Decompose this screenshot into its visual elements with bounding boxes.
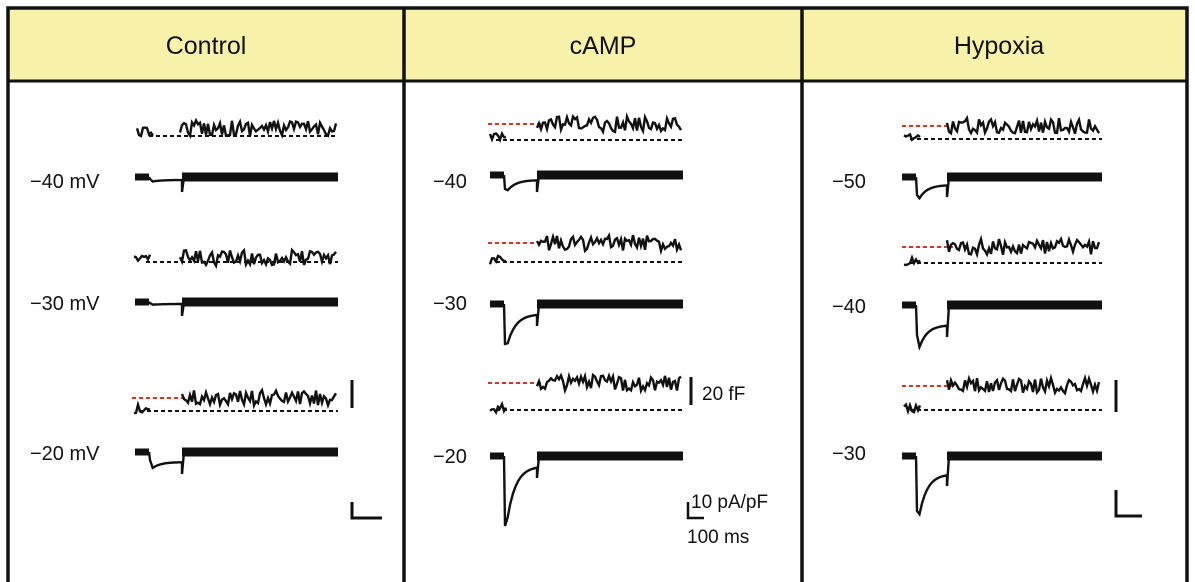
current-transient (502, 303, 541, 346)
capacitance-trace (178, 247, 337, 270)
capacitance-trace (945, 234, 1101, 259)
capacitance-trace-pre (903, 401, 922, 416)
capacitance-trace (178, 117, 338, 139)
time-current-scale-bar (686, 502, 704, 520)
voltage-label: −20 (433, 446, 467, 468)
capacitance-trace (535, 371, 682, 395)
capacitance-trace-pre (133, 254, 152, 263)
panel-title-camp: cAMP (570, 32, 637, 60)
voltage-label: −40 (433, 171, 467, 193)
header-band (8, 8, 1187, 80)
capacitance-trace-pre (489, 400, 508, 415)
capacitance-trace-pre (903, 132, 921, 142)
capacitance-trace (535, 232, 683, 256)
capacitance-trace (945, 114, 1101, 137)
current-transient (148, 301, 186, 317)
current-scale-label: 10 pA/pF (691, 492, 768, 513)
capacitance-trace (180, 387, 338, 410)
current-transient (147, 176, 186, 193)
panel-title-hypoxia: Hypoxia (954, 32, 1044, 60)
capacitance-scale-label: 20 fF (702, 384, 745, 405)
time-current-scale-bar (350, 502, 382, 520)
panel-title-control: Control (166, 32, 247, 60)
capacitance-trace-pre (135, 126, 154, 138)
voltage-label: −30 (433, 293, 467, 315)
voltage-label: −30 mV (30, 293, 100, 315)
panel-frame (6, 6, 1189, 582)
current-transient (914, 455, 951, 517)
voltage-label: −30 (832, 443, 866, 465)
voltage-label: −20 mV (30, 443, 100, 465)
voltage-label: −40 (832, 296, 866, 318)
current-transient (147, 451, 186, 475)
current-transient (914, 176, 951, 201)
capacitance-trace-pre (488, 254, 506, 265)
time-current-scale-bar (1114, 490, 1142, 518)
traces (132, 112, 1142, 527)
time-scale-label: 100 ms (687, 527, 749, 548)
capacitance-trace-pre (133, 400, 151, 415)
current-transient (914, 304, 951, 351)
capacitance-trace (535, 112, 683, 136)
voltage-label: −50 (832, 171, 866, 193)
capacitance-trace-pre (903, 254, 921, 267)
voltage-label: −40 mV (30, 171, 100, 193)
capacitance-trace (945, 373, 1101, 396)
current-transient (502, 174, 541, 193)
current-transient (502, 455, 541, 527)
capacitance-trace-pre (488, 130, 507, 144)
